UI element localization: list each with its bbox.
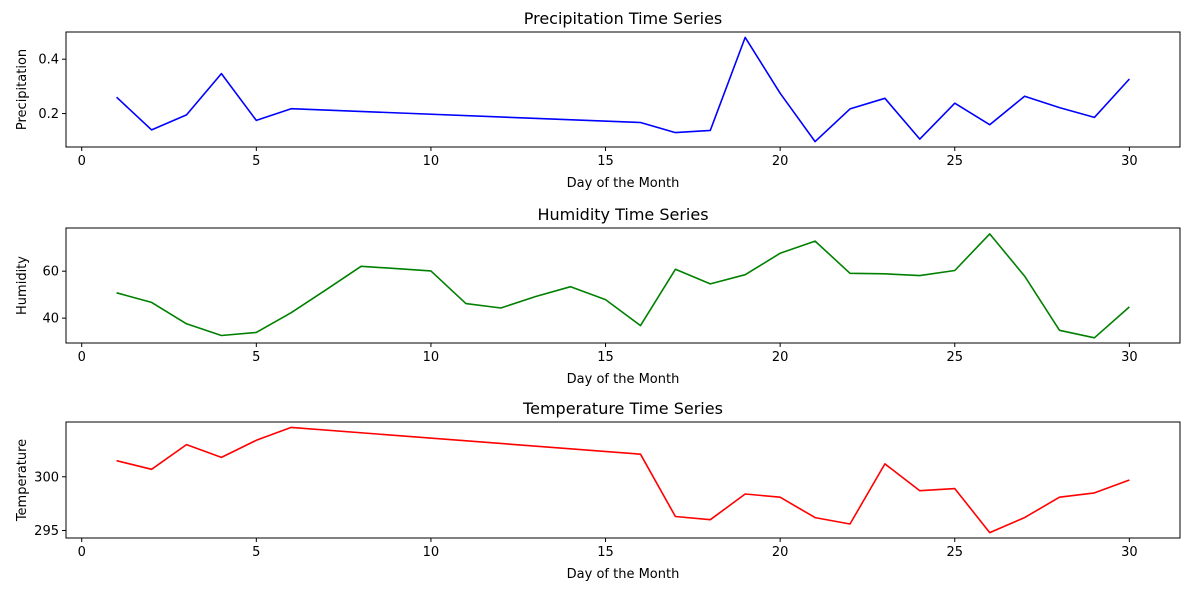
plot-frame (65, 31, 1181, 148)
x-axis-label: Day of the Month (567, 567, 680, 582)
chart-title: Precipitation Time Series (524, 9, 723, 28)
x-tick-label: 0 (78, 350, 86, 365)
y-tick-label: 300 (34, 470, 59, 485)
x-tick-label: 0 (78, 545, 86, 560)
x-tick-label: 10 (423, 545, 440, 560)
x-tick-label: 20 (772, 154, 789, 169)
series-line (116, 36, 1130, 143)
x-tick-label: 10 (423, 154, 440, 169)
x-tick-label: 10 (423, 350, 440, 365)
x-tick-label: 25 (946, 154, 963, 169)
x-axis-label: Day of the Month (567, 176, 680, 191)
y-axis-label: Precipitation (15, 49, 30, 130)
series-line (116, 233, 1130, 339)
plot-frame (65, 227, 1181, 344)
x-tick-label: 30 (1121, 350, 1138, 365)
y-tick-label: 40 (42, 312, 59, 327)
y-tick-label: 0.2 (38, 107, 59, 122)
chart-title: Temperature Time Series (522, 399, 723, 418)
x-tick-label: 0 (78, 154, 86, 169)
x-tick-label: 5 (252, 545, 260, 560)
x-tick-label: 5 (252, 350, 260, 365)
chart-panel-0: Precipitation Time Series 0 5 10 15 20 25 30 0.2… (15, 9, 1181, 191)
x-tick-label: 30 (1121, 154, 1138, 169)
x-tick-label: 25 (946, 545, 963, 560)
x-tick-label: 20 (772, 545, 789, 560)
x-tick-label: 15 (597, 350, 614, 365)
y-tick-label: 0.4 (38, 53, 59, 68)
x-tick-label: 15 (597, 545, 614, 560)
x-tick-label: 15 (597, 154, 614, 169)
x-tick-label: 20 (772, 350, 789, 365)
plot-frame (65, 421, 1181, 539)
y-tick-label: 60 (42, 265, 59, 280)
x-axis-label: Day of the Month (567, 372, 680, 387)
y-axis-label: Temperature (15, 439, 30, 522)
y-tick-label: 295 (34, 524, 59, 539)
x-tick-label: 25 (946, 350, 963, 365)
x-tick-label: 30 (1121, 545, 1138, 560)
chart-title: Humidity Time Series (537, 205, 708, 224)
chart-panel-2: Temperature Time Series 0 5 10 15 20 25 30 295 30… (15, 399, 1181, 582)
chart-panel-1: Humidity Time Series 0 5 10 15 20 25 30 40 60 Day … (15, 205, 1181, 387)
series-line (116, 426, 1130, 534)
y-axis-label: Humidity (15, 256, 30, 315)
x-tick-label: 5 (252, 154, 260, 169)
